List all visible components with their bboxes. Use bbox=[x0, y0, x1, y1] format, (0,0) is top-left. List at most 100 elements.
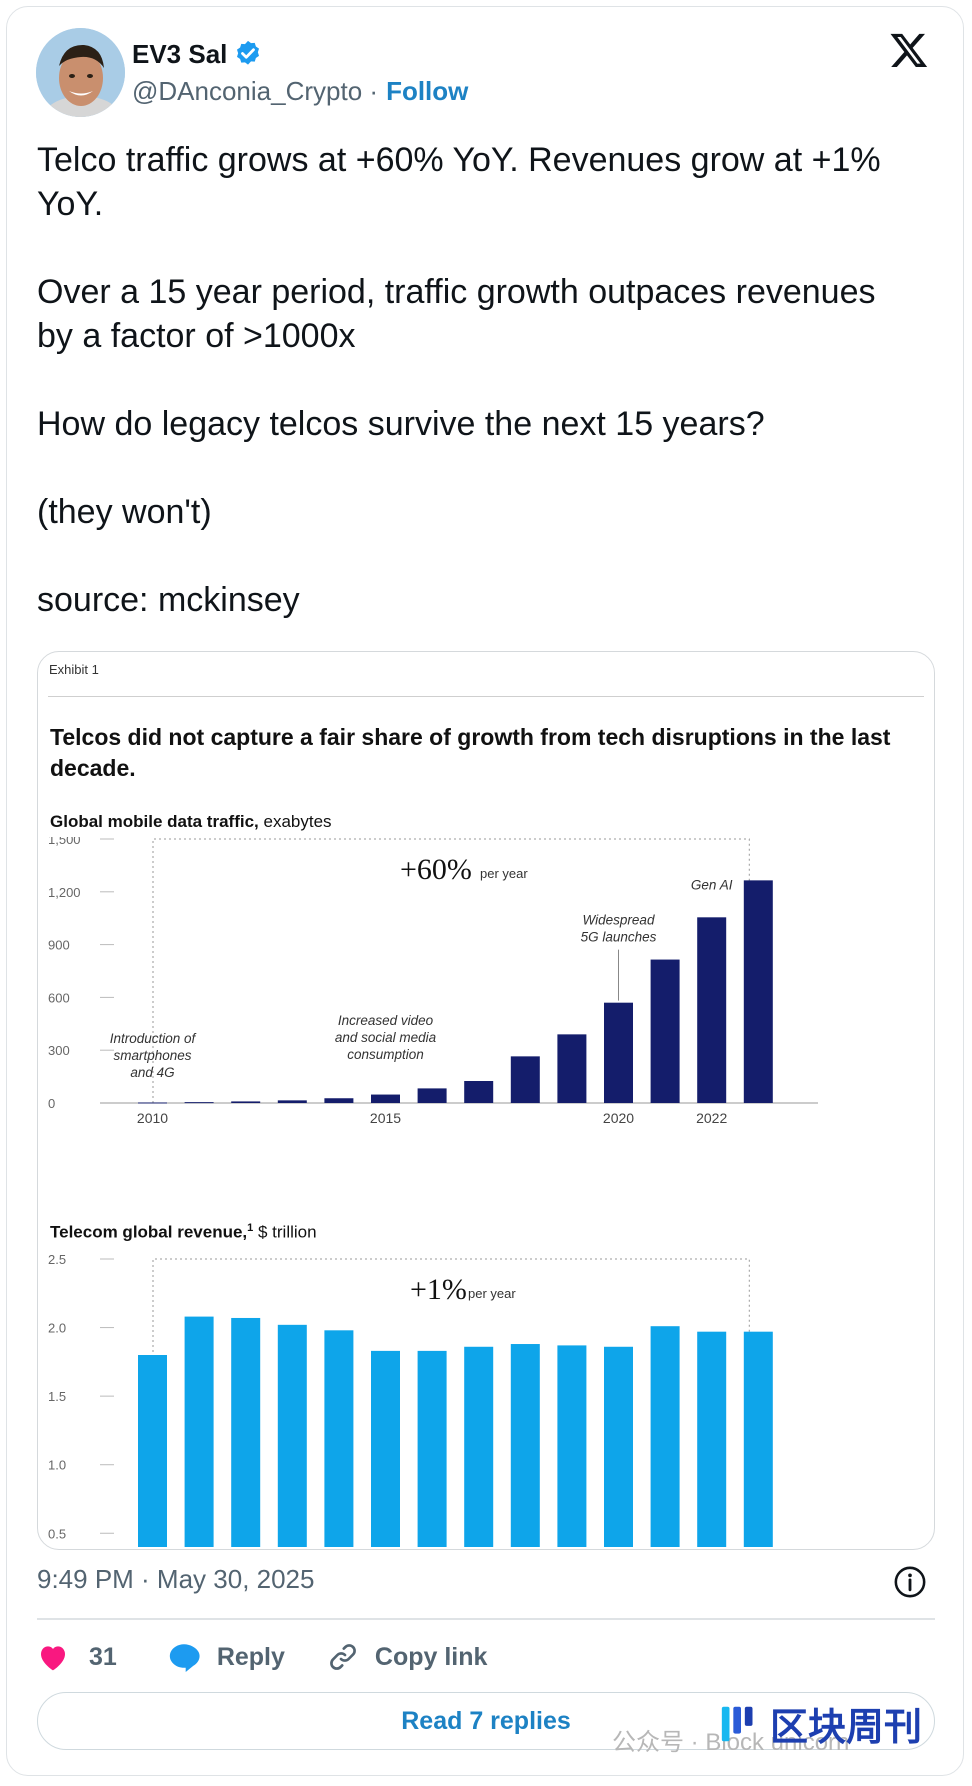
x-logo-icon[interactable] bbox=[888, 30, 930, 70]
bar-2017 bbox=[464, 1346, 494, 1547]
revenue-chart-footnote: 1 bbox=[247, 1222, 254, 1234]
annotation-text: Gen AI bbox=[691, 877, 733, 892]
y-tick-label: 0 bbox=[48, 1096, 55, 1111]
traffic-chart-label-bold: Global mobile data traffic, bbox=[50, 812, 259, 831]
annotation-text: Widespread bbox=[583, 913, 655, 928]
bar-2015 bbox=[371, 1350, 400, 1547]
annotation-text: 5G launches bbox=[581, 930, 657, 945]
y-tick-label: 0.5 bbox=[48, 1526, 66, 1541]
tweet-line: source: mckinsey bbox=[37, 581, 300, 619]
revenue-chart-label: Telecom global revenue,1 $ trillion bbox=[50, 1222, 317, 1243]
tweet-line: Over a 15 year period, traffic growth ou… bbox=[37, 273, 876, 355]
y-tick-label: 600 bbox=[48, 990, 70, 1005]
y-tick-label: 1.0 bbox=[48, 1458, 66, 1473]
bar-2011 bbox=[184, 1316, 214, 1547]
watermark-logo-icon bbox=[721, 1706, 753, 1741]
bar-2010 bbox=[138, 1102, 167, 1104]
heart-icon bbox=[41, 1646, 65, 1671]
bar-2016 bbox=[417, 1350, 447, 1547]
actions-divider bbox=[37, 1618, 935, 1620]
bar-2012 bbox=[231, 1317, 261, 1547]
verified-badge-icon bbox=[237, 40, 260, 65]
read-replies-button[interactable]: Read 7 replies bbox=[37, 1692, 935, 1750]
y-tick-label: 2.5 bbox=[48, 1252, 66, 1267]
link-icon bbox=[330, 1644, 356, 1670]
like-count: 31 bbox=[89, 1642, 117, 1671]
annotation-text: Increased video bbox=[338, 1013, 434, 1028]
bar-2023 bbox=[743, 1331, 773, 1547]
bar-2021 bbox=[650, 1326, 680, 1547]
bar-2017 bbox=[464, 1081, 494, 1103]
y-tick-label: 1.5 bbox=[48, 1389, 66, 1404]
copy-link-label: Copy link bbox=[374, 1642, 488, 1671]
annotation-text: consumption bbox=[347, 1047, 424, 1062]
author-name-row[interactable]: EV3 Sal bbox=[132, 36, 263, 72]
y-tick-label: 1,500 bbox=[48, 837, 81, 847]
separator-dot: · bbox=[362, 76, 379, 106]
info-icon[interactable] bbox=[893, 1565, 927, 1599]
author-handle[interactable]: @DAnconia_Crypto bbox=[132, 76, 363, 106]
traffic-bar-chart: 0 300 600 900 1,200 1,500 2010 2015 2020 2022 +60%… bbox=[48, 837, 818, 1126]
avatar[interactable] bbox=[36, 28, 125, 117]
traffic-chart-label-unit: exabytes bbox=[258, 812, 332, 831]
bar-2019 bbox=[557, 1345, 587, 1547]
y-tick-label: 2.0 bbox=[48, 1321, 66, 1336]
bar-2014 bbox=[324, 1330, 354, 1547]
media-divider bbox=[48, 696, 924, 697]
bar-2016 bbox=[417, 1088, 447, 1103]
growth-bracket bbox=[152, 838, 750, 1103]
x-tick-label: 2020 bbox=[603, 1110, 634, 1126]
revenue-chart-label-bold: Telecom global revenue, bbox=[50, 1222, 248, 1242]
bar-2012 bbox=[231, 1101, 261, 1103]
tweet-media-image[interactable]: Exhibit 1 Telcos did not capture a fair … bbox=[37, 651, 935, 1550]
author-name[interactable]: EV3 Sal bbox=[132, 38, 228, 69]
tweet-line: (they won't) bbox=[37, 493, 212, 531]
action-bar: 31 Reply Copy link bbox=[37, 1632, 487, 1682]
bar-2010 bbox=[138, 1355, 167, 1547]
tweet-timestamp[interactable]: 9:49 PM · May 30, 2025 bbox=[37, 1564, 315, 1594]
growth-rate-unit: per year bbox=[480, 866, 528, 881]
avatar-image bbox=[36, 28, 125, 117]
x-tick-label: 2015 bbox=[370, 1110, 401, 1126]
bar-2022 bbox=[697, 917, 727, 1103]
x-tick-label: 2010 bbox=[137, 1110, 168, 1126]
bar-2022 bbox=[697, 1331, 727, 1547]
tweet-line: Telco traffic grows at +60% YoY. Revenue… bbox=[37, 141, 881, 223]
annotation-text: Introduction of bbox=[110, 1031, 197, 1046]
like-button[interactable]: 31 bbox=[37, 1642, 117, 1672]
follow-button[interactable]: Follow bbox=[386, 76, 469, 106]
bar-2013 bbox=[277, 1324, 307, 1547]
bar-2019 bbox=[557, 1034, 587, 1103]
bar-2023 bbox=[743, 880, 773, 1103]
bar-2013 bbox=[277, 1100, 307, 1103]
watermark-logo-text: 区块周刊 bbox=[770, 1707, 923, 1749]
annotation-text: smartphones bbox=[113, 1048, 191, 1063]
revenue-chart-label-unit: $ trillion bbox=[253, 1222, 317, 1242]
watermark-logo: 区块周刊 bbox=[718, 1696, 922, 1751]
bar-2018 bbox=[510, 1344, 540, 1547]
tweet-line: How do legacy telcos survive the next 15… bbox=[37, 405, 765, 443]
reply-label: Reply bbox=[216, 1642, 285, 1671]
reply-button[interactable]: Reply bbox=[167, 1641, 285, 1673]
y-tick-label: 900 bbox=[48, 938, 70, 953]
handle-row: @DAnconia_Crypto · Follow bbox=[132, 76, 468, 107]
traffic-chart-label: Global mobile data traffic, exabytes bbox=[50, 812, 332, 832]
bar-2014 bbox=[324, 1098, 354, 1103]
copy-link-button[interactable]: Copy link bbox=[327, 1641, 488, 1673]
growth-rate-unit: per year bbox=[468, 1286, 516, 1301]
exhibit-label: Exhibit 1 bbox=[49, 662, 99, 677]
exhibit-title: Telcos did not capture a fair share of g… bbox=[50, 724, 891, 781]
bar-2020 bbox=[604, 1002, 633, 1103]
y-tick-label: 300 bbox=[48, 1043, 70, 1058]
growth-rate-label: +60% bbox=[400, 853, 472, 886]
bar-2021 bbox=[650, 959, 680, 1103]
tweet-text: Telco traffic grows at +60% YoY. Revenue… bbox=[37, 138, 917, 622]
bar-2015 bbox=[371, 1094, 400, 1103]
watermark-text: 公众号 · Block unicorn bbox=[612, 1729, 850, 1756]
bar-2018 bbox=[510, 1056, 540, 1103]
annotation-text: and 4G bbox=[130, 1065, 174, 1080]
bar-2011 bbox=[184, 1102, 214, 1104]
bar-2020 bbox=[604, 1346, 633, 1547]
revenue-bar-chart: 0.5 1.0 1.5 2.0 2.5 +1% per year bbox=[48, 1252, 773, 1547]
speech-bubble-icon bbox=[169, 1644, 200, 1673]
